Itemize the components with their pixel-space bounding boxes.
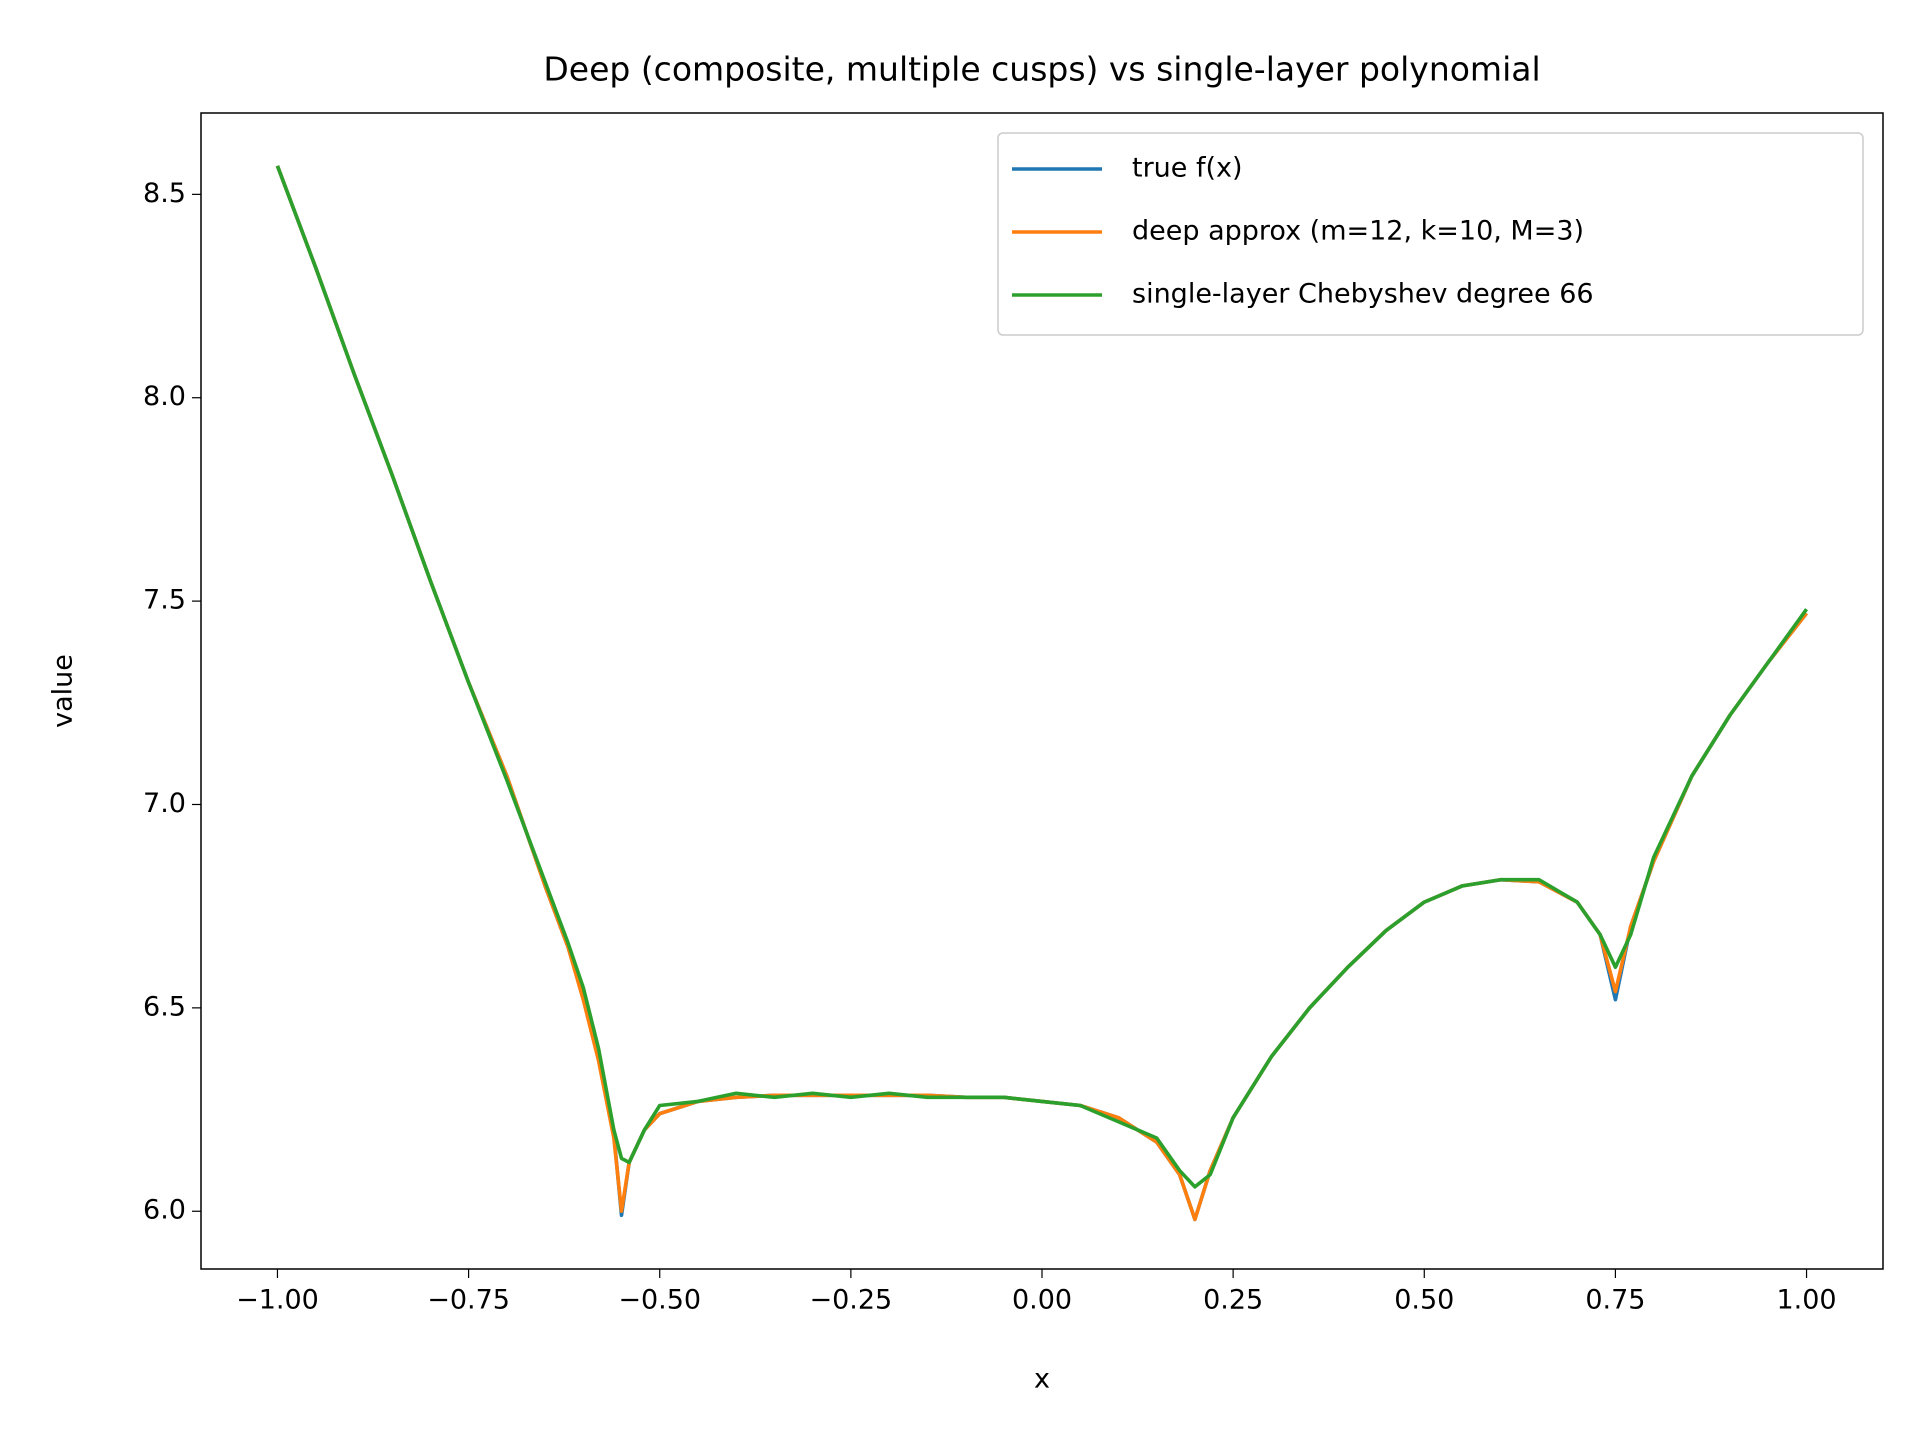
series-line: [275, 165, 1809, 1189]
x-tick-label: 0.25: [1203, 1285, 1263, 1316]
x-tick-label: −0.50: [618, 1285, 701, 1316]
legend-box: [997, 132, 1864, 336]
legend-label: deep approx (m=12, k=10, M=3): [1132, 216, 1584, 247]
legend-label: true f(x): [1132, 153, 1243, 184]
y-tick-label: 8.5: [143, 178, 186, 209]
chart-title: Deep (composite, multiple cusps) vs sing…: [543, 50, 1540, 89]
x-tick-label: 1.00: [1776, 1285, 1836, 1316]
x-tick-label: −0.25: [809, 1285, 892, 1316]
x-tick-label: 0.50: [1394, 1285, 1454, 1316]
axes-frame: [200, 112, 1884, 1270]
legend-label: single-layer Chebyshev degree 66: [1132, 279, 1594, 310]
y-tick-label: 6.5: [143, 991, 186, 1022]
x-axis-label: x: [1034, 1364, 1050, 1395]
y-tick-label: 8.0: [143, 381, 186, 412]
y-tick-label: 7.0: [143, 788, 186, 819]
x-tick-label: 0.00: [1012, 1285, 1072, 1316]
x-tick-label: −1.00: [236, 1285, 319, 1316]
x-tick-label: −0.75: [427, 1285, 510, 1316]
x-tick-label: 0.75: [1585, 1285, 1645, 1316]
y-tick-label: 6.0: [143, 1195, 186, 1226]
y-tick-label: 7.5: [143, 585, 186, 616]
y-axis-label: value: [48, 654, 79, 728]
